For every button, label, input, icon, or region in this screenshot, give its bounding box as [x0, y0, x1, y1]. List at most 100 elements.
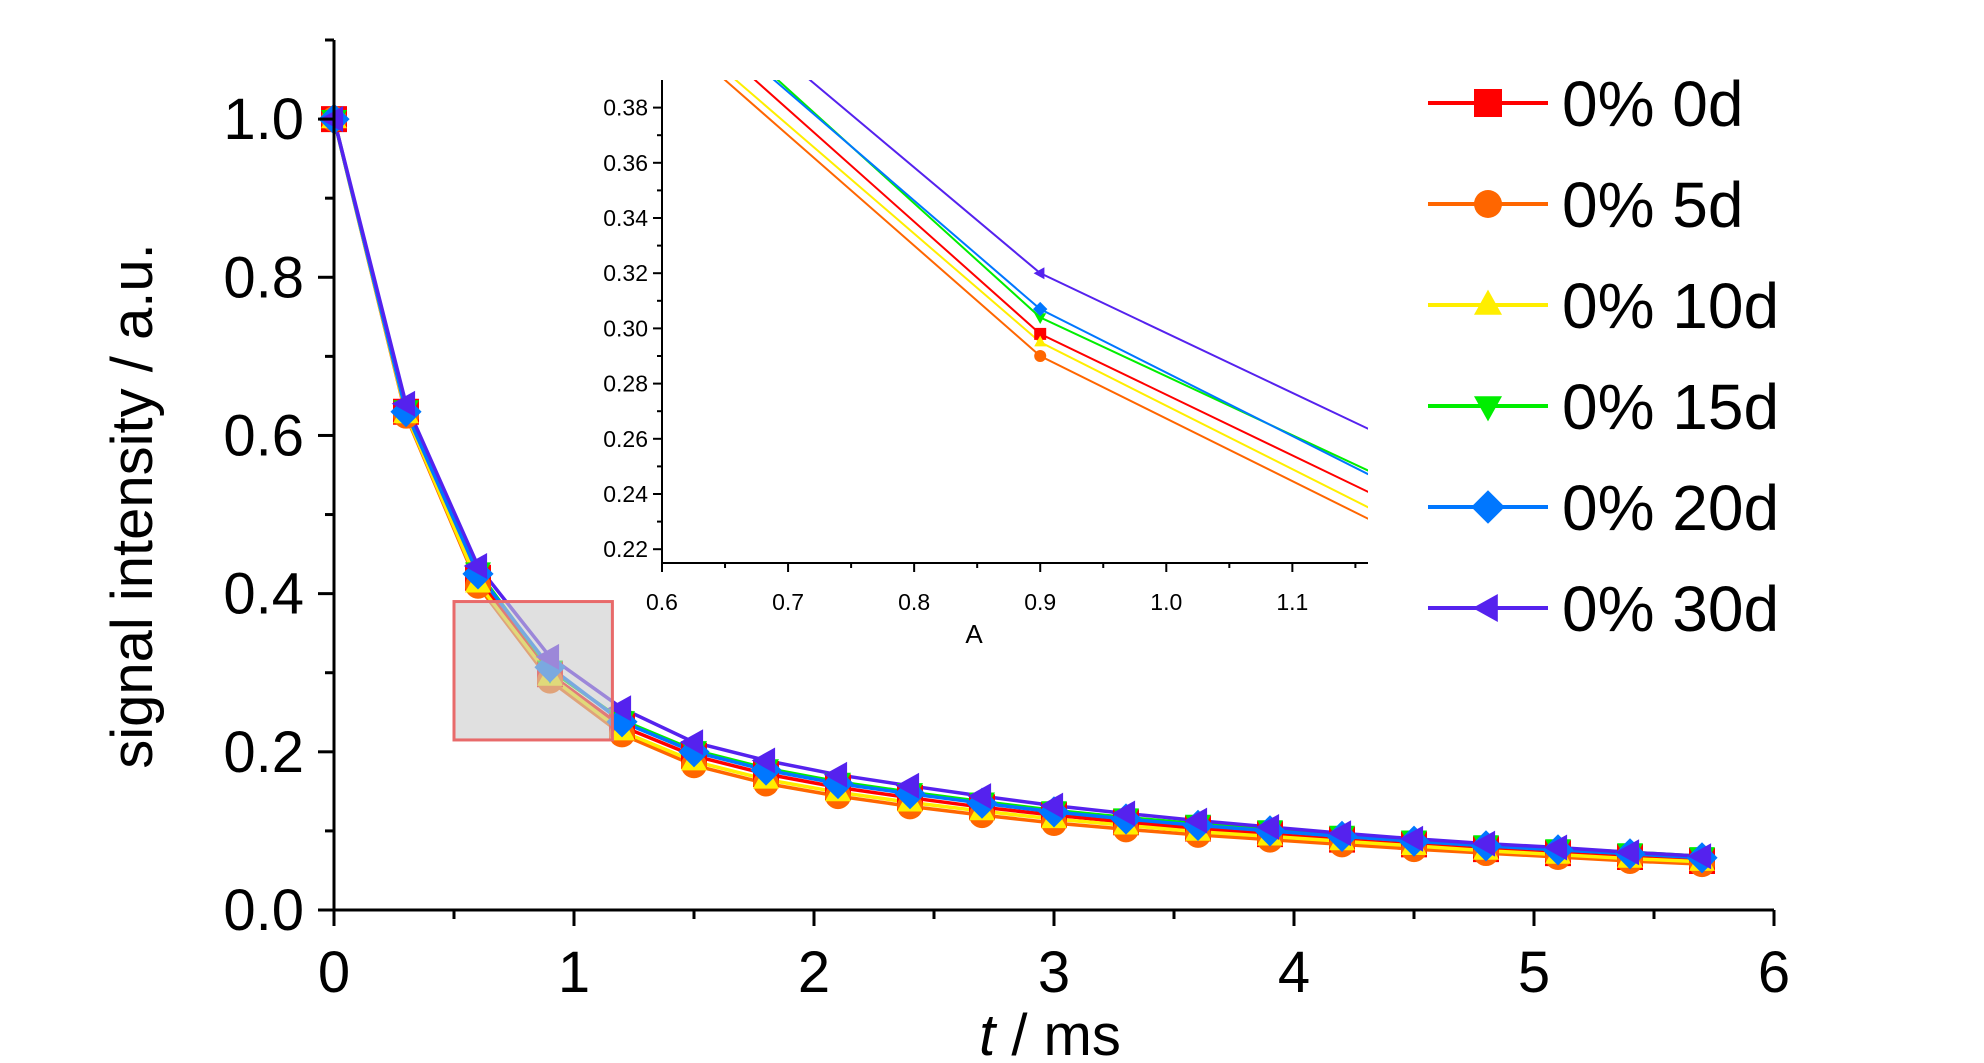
legend-swatch-marker: [1474, 289, 1502, 315]
inset-y-tick-label: 0.30: [603, 315, 648, 341]
inset-marker-0-20d-1: [1033, 301, 1048, 317]
y-axis-title: signal intensity / a.u.: [100, 243, 165, 769]
inset-y-tick-label: 0.26: [603, 426, 648, 452]
main-x-tick-label: 5: [1518, 940, 1550, 1005]
main-marker-0-30d-4: [607, 695, 632, 722]
inset-y-tick-label: 0.34: [603, 205, 648, 231]
inset-line-0-30d: [808, 80, 1368, 430]
inset-x-tick-label: 0.9: [1024, 589, 1056, 615]
legend: 0% 0d 0% 5d 0% 10d 0% 15d 0% 20d 0% 30d: [1428, 68, 1779, 645]
main-marker-0-30d-13: [1255, 814, 1280, 840]
main-line-0-0d: [334, 118, 1703, 863]
legend-item-0-0d: 0% 0d: [1428, 68, 1743, 140]
inset-marker-0-5d-1: [1034, 350, 1047, 362]
x-axis-title: t / ms: [979, 1003, 1121, 1063]
inset-series-markers: [1033, 267, 1048, 362]
inset-x-tick-label: 1.0: [1150, 589, 1182, 615]
inset-marker-0-0d-1: [1034, 327, 1047, 340]
main-series-lines: [334, 118, 1703, 866]
inset-x-tick-label: 0.6: [646, 589, 678, 615]
legend-label: 0% 0d: [1562, 68, 1743, 140]
main-y-tick-label: 0.6: [223, 403, 304, 468]
main-axes: [318, 38, 1776, 926]
main-marker-0-30d-14: [1327, 820, 1352, 847]
inset-x-tick-labels: 0.6 0.7 0.8 0.9 1.0 1.1: [646, 589, 1308, 615]
main-marker-0-30d-11: [1111, 800, 1136, 827]
main-y-tick-label: 0.4: [223, 562, 304, 627]
inset-y-tick-label: 0.28: [603, 371, 648, 397]
main-line-0-5d: [334, 118, 1703, 866]
inset-line-0-5d: [723, 80, 1368, 520]
main-x-tick-label: 3: [1038, 940, 1070, 1005]
zoom-region-box: [452, 600, 614, 742]
x-axis-title-rest: / ms: [995, 1003, 1121, 1063]
inset-y-tick-label: 0.38: [603, 95, 648, 121]
legend-swatch-marker: [1474, 89, 1502, 117]
inset-marker-0-30d-1: [1033, 267, 1045, 280]
main-x-tick-label: 0: [318, 940, 350, 1005]
legend-swatch-marker: [1474, 190, 1502, 218]
inset-x-tick-label: 0.8: [898, 589, 930, 615]
inset-y-tick-label: 0.32: [603, 260, 648, 286]
main-line-0-20d: [334, 118, 1703, 860]
main-marker-0-30d-6: [751, 747, 776, 774]
main-y-tick-label: 0.8: [223, 245, 304, 310]
main-line-0-15d: [334, 118, 1703, 858]
main-x-tick-labels: 0 1 2 3 4 5 6: [318, 940, 1790, 1005]
main-marker-0-30d-12: [1183, 807, 1208, 834]
legend-label: 0% 15d: [1562, 371, 1779, 443]
legend-item-0-20d: 0% 20d: [1428, 472, 1779, 544]
main-marker-0-30d-15: [1399, 825, 1424, 852]
inset-y-tick-labels: 0.22 0.24 0.26 0.28 0.30 0.32 0.34 0.36 0.38: [603, 95, 648, 563]
inset-x-tick-label: 0.7: [772, 589, 804, 615]
legend-item-0-10d: 0% 10d: [1428, 270, 1779, 342]
legend-label: 0% 30d: [1562, 573, 1779, 645]
main-y-tick-label: 1.0: [223, 87, 304, 152]
inset-y-tick-label: 0.36: [603, 150, 648, 176]
main-marker-0-30d-19: [1687, 843, 1712, 870]
legend-label: 0% 20d: [1562, 472, 1779, 544]
legend-item-0-30d: 0% 30d: [1428, 573, 1779, 645]
legend-swatch-marker: [1472, 594, 1498, 622]
main-marker-0-30d-8: [895, 772, 920, 799]
main-x-tick-label: 6: [1758, 940, 1790, 1005]
x-axis-title-italic: t: [979, 1003, 998, 1063]
inset-line-0-20d: [772, 80, 1368, 476]
legend-item-0-15d: 0% 15d: [1428, 371, 1779, 443]
main-x-tick-label: 4: [1278, 940, 1310, 1005]
inset-marker-0-15d-1: [1034, 313, 1047, 324]
main-marker-0-30d-17: [1543, 834, 1568, 861]
main-marker-0-30d-1: [391, 390, 416, 417]
main-marker-0-30d-16: [1471, 830, 1496, 857]
main-x-tick-label: 2: [798, 940, 830, 1005]
main-y-tick-label: 0.0: [223, 878, 304, 943]
inset-line-0-15d: [776, 80, 1368, 472]
inset-x-tick-label: 1.1: [1276, 589, 1308, 615]
inset-marker-0-10d-1: [1034, 335, 1047, 347]
main-line-0-30d: [334, 118, 1703, 858]
main-marker-0-30d-5: [679, 729, 704, 756]
main-marker-0-30d-18: [1615, 839, 1640, 866]
main-line-0-10d: [334, 118, 1703, 864]
main-series-markers: [318, 103, 1718, 878]
main-x-tick-label: 1: [558, 940, 590, 1005]
inset-axes: [653, 80, 1368, 572]
main-y-tick-labels: 0.0 0.2 0.4 0.6 0.8 1.0: [223, 87, 304, 943]
inset-y-tick-label: 0.24: [603, 481, 648, 507]
main-marker-0-30d-2: [463, 553, 488, 579]
main-y-tick-label: 0.2: [223, 720, 304, 785]
inset-line-0-0d: [753, 80, 1368, 493]
main-marker-0-30d-10: [1039, 792, 1064, 819]
legend-swatch-marker: [1474, 396, 1502, 422]
inset-plot: 0.6 0.7 0.8 0.9 1.0 1.1 0.220.240.260.280.300…: [603, 80, 1368, 649]
legend-label: 0% 10d: [1562, 270, 1779, 342]
legend-swatch-marker: [1471, 490, 1505, 524]
inset-y-tick-label: 0.22: [603, 536, 648, 562]
inset-x-axis-title: A: [965, 619, 983, 649]
main-marker-0-30d-9: [967, 783, 992, 810]
legend-label: 0% 5d: [1562, 169, 1743, 241]
main-marker-0-30d-7: [823, 761, 848, 788]
legend-item-0-5d: 0% 5d: [1428, 169, 1743, 241]
main-plot: 0 1 2 3 4 5 6 0.0 0.2 0.4 0.6 0.8 1.0 t / ms signal…: [100, 38, 1790, 1063]
